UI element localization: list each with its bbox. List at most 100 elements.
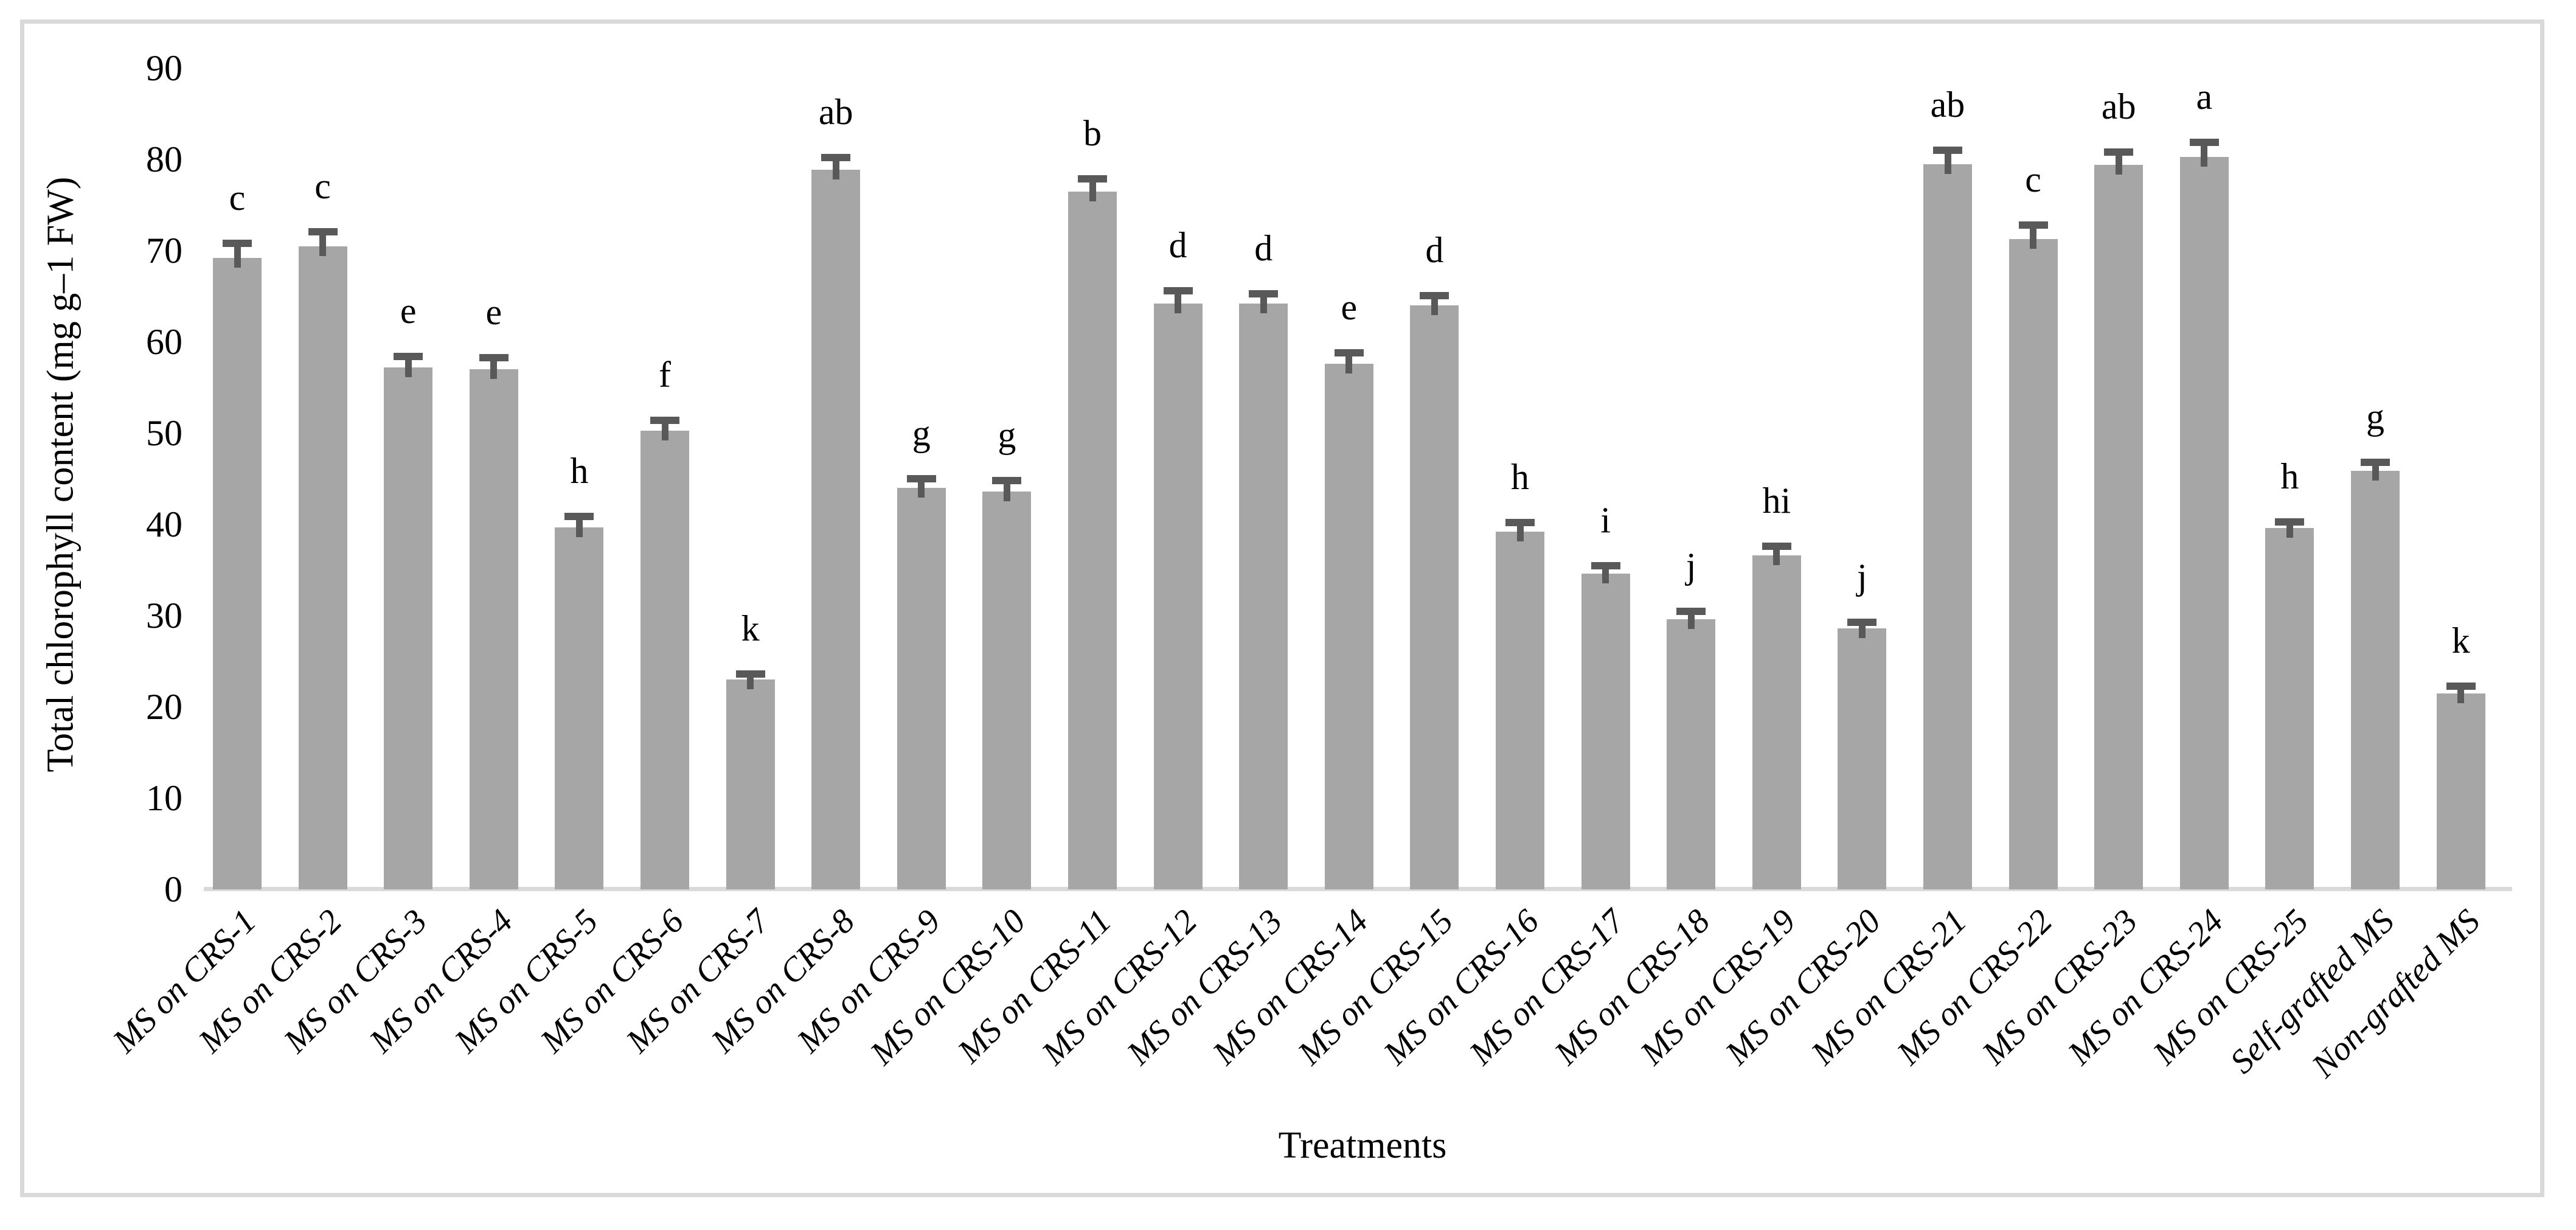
bar [2094, 165, 2144, 889]
bar [1667, 619, 1716, 889]
significance-letter: i [1600, 499, 1611, 540]
error-bar-stem [2030, 225, 2037, 249]
error-bar-stem [2201, 142, 2208, 167]
bar [726, 679, 775, 889]
x-tick-label: MS on CRS-8 [704, 902, 863, 1060]
bar [2351, 470, 2400, 889]
x-tick-label: MS on CRS-2 [191, 902, 349, 1060]
error-bar-stem [1858, 622, 1866, 638]
x-tick-label: MS on CRS-3 [276, 902, 435, 1060]
error-bar-cap [2361, 459, 2390, 466]
x-tick-label: MS on CRS-12 [1034, 902, 1204, 1072]
x-tick-label: Non-grafted MS [2304, 902, 2487, 1085]
error-bar-cap [650, 417, 679, 424]
error-bar-stem [2457, 686, 2465, 703]
error-bar-stem [1175, 291, 1182, 313]
x-tick-label: MS on CRS-11 [950, 902, 1119, 1071]
x-tick-label: MS on CRS-10 [863, 902, 1033, 1072]
error-bar-cap [1591, 561, 1620, 569]
significance-letter: d [1254, 228, 1273, 268]
significance-letter: b [1083, 113, 1102, 153]
significance-letter: c [314, 165, 331, 206]
x-tick-label: MS on CRS-5 [448, 902, 606, 1060]
bar [1153, 304, 1203, 889]
x-tick-label: MS on CRS-4 [362, 902, 520, 1060]
error-bar-cap [223, 240, 252, 247]
error-bar-stem [661, 420, 668, 440]
error-bar-cap [1847, 618, 1877, 626]
error-bar-cap [2018, 221, 2048, 229]
error-bar-cap [1163, 287, 1193, 294]
error-bar-cap [564, 512, 594, 520]
significance-letter: f [659, 355, 671, 395]
bar [2008, 238, 2058, 889]
x-tick-label: MS on CRS-19 [1633, 902, 1803, 1072]
x-tick-label: MS on CRS-7 [619, 902, 777, 1060]
significance-letter: g [2366, 397, 2384, 437]
significance-letter: ab [818, 92, 853, 132]
bar [1324, 364, 1373, 889]
error-bar-cap [479, 353, 509, 361]
error-bar-cap [2104, 148, 2134, 156]
error-bar-cap [1933, 147, 1962, 154]
error-bar-cap [1762, 543, 1791, 550]
x-tick-label: MS on CRS-24 [2060, 902, 2231, 1072]
significance-letter: c [2025, 159, 2041, 200]
y-tick-label: 20 [146, 687, 182, 727]
significance-letter: d [1425, 229, 1444, 270]
error-bar-stem [747, 674, 754, 689]
bar [641, 430, 689, 889]
bar [2436, 693, 2485, 889]
bar [469, 369, 518, 889]
bar [2265, 528, 2314, 889]
error-bar-stem [1602, 565, 1609, 583]
x-tick-label: MS on CRS-21 [1804, 902, 1974, 1072]
bar [298, 246, 347, 889]
y-axis-title: Total chlorophyll content (mg g–1 FW) [40, 176, 82, 773]
error-bar-cap [2446, 682, 2476, 690]
significance-letter: h [2280, 456, 2299, 496]
error-bar-cap [2275, 518, 2305, 526]
error-bar-stem [1773, 546, 1780, 565]
error-bar-cap [1420, 291, 1449, 299]
x-tick-label: MS on CRS-17 [1462, 902, 1632, 1072]
error-bar-stem [490, 357, 498, 379]
significance-letter: k [741, 608, 760, 648]
error-bar-stem [1003, 481, 1010, 501]
error-bar-stem [2115, 152, 2122, 175]
significance-letter: a [2196, 76, 2213, 117]
x-tick-label: MS on CRS-25 [2146, 902, 2316, 1072]
bar [1410, 305, 1459, 889]
bar [555, 527, 604, 889]
significance-letter: d [1168, 225, 1187, 265]
error-bar-stem [1687, 611, 1695, 629]
error-bar-stem [2372, 462, 2379, 481]
significance-letter: e [1341, 287, 1358, 327]
error-bar-stem [1944, 150, 1951, 174]
error-bar-cap [992, 477, 1022, 484]
error-bar-cap [2189, 138, 2219, 146]
bar [1752, 555, 1801, 889]
error-bar-stem [1516, 523, 1524, 541]
bar [384, 367, 433, 889]
y-tick-label: 40 [146, 504, 182, 544]
significance-letter: e [485, 291, 502, 332]
error-bar-stem [319, 231, 327, 256]
error-bar-stem [404, 356, 412, 377]
error-bar-stem [832, 158, 839, 179]
x-tick-label: MS on CRS-6 [533, 902, 692, 1060]
bar [1496, 532, 1544, 889]
x-tick-label: MS on CRS-22 [1889, 902, 2060, 1072]
y-tick-label: 60 [146, 322, 182, 362]
bar [811, 169, 861, 889]
x-tick-label: MS on CRS-16 [1376, 902, 1547, 1072]
error-bar-stem [1431, 295, 1438, 315]
y-tick-label: 10 [146, 778, 182, 818]
error-bar-cap [735, 670, 765, 678]
error-bar-cap [821, 154, 851, 161]
y-tick-label: 70 [146, 231, 182, 271]
bar [1239, 304, 1288, 889]
significance-letter: g [912, 413, 931, 453]
error-bar-cap [1334, 349, 1364, 356]
